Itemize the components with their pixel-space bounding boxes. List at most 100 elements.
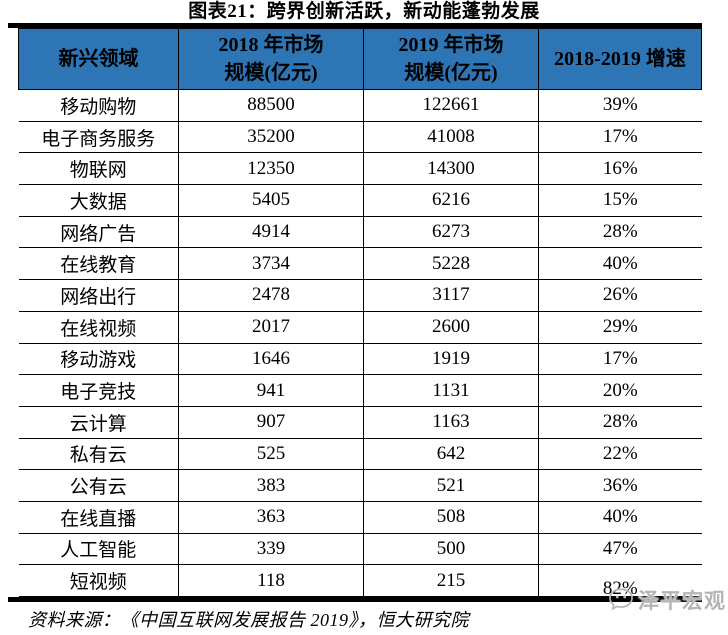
table-row: 在线视频 2017 2600 29%: [18, 310, 702, 344]
col-header-2018-size: 2018 年市场 规模(亿元): [178, 28, 364, 90]
cell-growth: 22%: [538, 437, 702, 471]
header-row: 新兴领域 2018 年市场 规模(亿元) 2019 年市场 规模(亿元) 2018-…: [18, 28, 702, 90]
cell-field: 云计算: [18, 405, 179, 439]
cell-growth: 17%: [538, 120, 702, 154]
cell-growth: 17%: [538, 342, 702, 376]
cell-growth: 28%: [538, 405, 702, 439]
cell-2018: 2478: [178, 279, 364, 312]
cell-2018: 383: [178, 469, 364, 502]
cell-2018: 2017: [178, 310, 364, 344]
cell-2019: 500: [363, 532, 539, 566]
cell-2019: 521: [363, 469, 539, 502]
table-row: 大数据 5405 6216 15%: [18, 184, 702, 217]
cell-2019: 1131: [363, 374, 539, 407]
table-header: 新兴领域 2018 年市场 规模(亿元) 2019 年市场 规模(亿元) 2018-…: [18, 28, 702, 90]
header-line: 规模(亿元): [404, 62, 498, 84]
table-row: 移动购物 88500 122661 39%: [18, 89, 702, 122]
cell-2018: 4914: [178, 215, 364, 249]
cell-field: 在线直播: [18, 500, 179, 534]
table-row: 电子竞技 941 1131 20%: [18, 374, 702, 407]
header-line: 2018 年市场: [218, 34, 324, 56]
watermark-label: 泽平宏观: [638, 589, 726, 613]
table-row: 人工智能 339 500 47%: [18, 532, 702, 566]
cell-growth: 28%: [538, 215, 702, 249]
table-row: 云计算 907 1163 28%: [18, 405, 702, 439]
cell-2019: 122661: [363, 89, 539, 122]
cell-2019: 14300: [363, 152, 539, 186]
cell-2019: 642: [363, 437, 539, 471]
cell-2018: 88500: [178, 89, 364, 122]
cell-2019: 508: [363, 500, 539, 534]
cell-field: 网络出行: [18, 279, 179, 312]
figure-title: 图表21：跨界创新活跃，新动能蓬勃发展: [188, 1, 540, 22]
table-row: 网络出行 2478 3117 26%: [18, 279, 702, 312]
cell-field: 大数据: [18, 184, 179, 217]
header-line: 规模(亿元): [224, 62, 318, 84]
watermark: 泽平宏观: [606, 585, 726, 615]
bottom-rule: [8, 597, 702, 602]
cell-2019: 3117: [363, 279, 539, 312]
cell-field: 移动游戏: [18, 342, 179, 376]
table-row: 移动游戏 1646 1919 17%: [18, 342, 702, 376]
cell-2018: 525: [178, 437, 364, 471]
cell-2019: 41008: [363, 120, 539, 154]
cell-2018: 907: [178, 405, 364, 439]
cell-field: 私有云: [18, 437, 179, 471]
header-line: 2019 年市场: [398, 34, 504, 56]
col-header-emerging-field: 新兴领域: [18, 28, 179, 90]
cell-2018: 1646: [178, 342, 364, 376]
cell-field: 人工智能: [18, 532, 179, 566]
cell-2019: 6273: [363, 215, 539, 249]
cell-field: 网络广告: [18, 215, 179, 249]
cell-2019: 215: [363, 564, 539, 597]
market-size-table: 新兴领域 2018 年市场 规模(亿元) 2019 年市场 规模(亿元) 2018-…: [18, 28, 702, 599]
cell-2019: 6216: [363, 184, 539, 217]
cell-growth: 47%: [538, 532, 702, 566]
cell-2018: 35200: [178, 120, 364, 154]
cell-growth: 26%: [538, 279, 702, 312]
table-row: 网络广告 4914 6273 28%: [18, 215, 702, 249]
cell-field: 电子竞技: [18, 374, 179, 407]
cell-field: 在线教育: [18, 247, 179, 281]
table-row: 物联网 12350 14300 16%: [18, 152, 702, 186]
top-rule: [8, 23, 702, 28]
cell-2018: 363: [178, 500, 364, 534]
cell-growth: 39%: [538, 89, 702, 122]
cell-growth: 16%: [538, 152, 702, 186]
cell-2019: 2600: [363, 310, 539, 344]
cell-2018: 339: [178, 532, 364, 566]
table-body: 移动购物 88500 122661 39% 电子商务服务 35200 41008…: [18, 89, 702, 599]
col-header-growth: 2018-2019 增速: [538, 28, 702, 90]
cell-growth: 40%: [538, 500, 702, 534]
cell-growth: 15%: [538, 184, 702, 217]
table-row: 短视频 118 215 82%: [18, 564, 702, 599]
table-row: 公有云 383 521 36%: [18, 469, 702, 502]
cell-field: 公有云: [18, 469, 179, 502]
col-header-2019-size: 2019 年市场 规模(亿元): [363, 28, 539, 90]
cell-2019: 5228: [363, 247, 539, 281]
table-row: 在线直播 363 508 40%: [18, 500, 702, 534]
table-row: 电子商务服务 35200 41008 17%: [18, 120, 702, 154]
cell-growth: 40%: [538, 247, 702, 281]
cell-field: 短视频: [18, 564, 179, 597]
cell-field: 电子商务服务: [18, 120, 179, 154]
header-line: 新兴领域: [58, 48, 139, 70]
cell-2019: 1163: [363, 405, 539, 439]
cell-growth: 20%: [538, 374, 702, 407]
cell-growth: 29%: [538, 310, 702, 344]
table-row: 在线教育 3734 5228 40%: [18, 247, 702, 281]
cell-field: 物联网: [18, 152, 179, 186]
cell-growth: 36%: [538, 469, 702, 502]
cell-2018: 941: [178, 374, 364, 407]
source-note: 资料来源：《中国互联网发展报告 2019》，恒大研究院: [28, 610, 469, 630]
cell-2019: 1919: [363, 342, 539, 376]
cell-2018: 5405: [178, 184, 364, 217]
cell-2018: 118: [178, 564, 364, 597]
cell-2018: 3734: [178, 247, 364, 281]
wechat-bubble-icon: [606, 585, 636, 615]
cell-field: 在线视频: [18, 310, 179, 344]
header-line: 2018-2019 增速: [554, 48, 686, 70]
table-row: 私有云 525 642 22%: [18, 437, 702, 471]
cell-2018: 12350: [178, 152, 364, 186]
